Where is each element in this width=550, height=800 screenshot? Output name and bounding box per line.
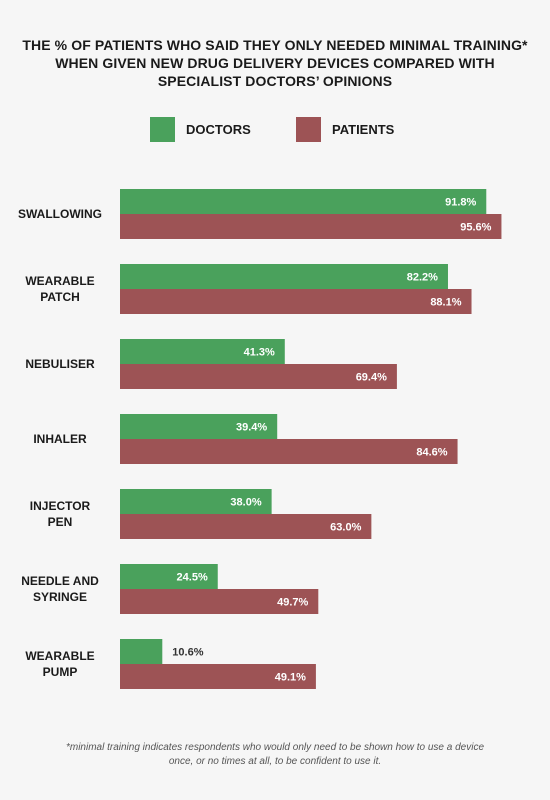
- category-label: INHALER: [33, 432, 87, 446]
- data-label: 95.6%: [460, 222, 491, 234]
- category-label: SWALLOWING: [18, 207, 102, 221]
- category-label: SYRINGE: [33, 590, 87, 604]
- bar-patients: [120, 589, 319, 614]
- data-label: 49.1%: [275, 672, 306, 684]
- bar-doctors: [120, 639, 163, 664]
- category-label: WEARABLE: [25, 274, 94, 288]
- data-label: 38.0%: [230, 497, 261, 509]
- legend-label-patients: PATIENTS: [332, 122, 395, 137]
- data-label: 41.3%: [244, 347, 275, 359]
- data-label: 39.4%: [236, 422, 267, 434]
- data-label: 49.7%: [277, 597, 308, 609]
- bar-doctors: [120, 414, 278, 439]
- data-label: 88.1%: [430, 297, 461, 309]
- bar-doctors: [120, 564, 218, 589]
- category-label: NEBULISER: [25, 357, 95, 371]
- category-label: PEN: [48, 515, 73, 529]
- bar-doctors: [120, 264, 448, 289]
- data-label: 69.4%: [356, 372, 387, 384]
- bar-doctors: [120, 339, 285, 364]
- category-label: PUMP: [43, 665, 78, 679]
- data-label: 82.2%: [407, 272, 438, 284]
- category-label: WEARABLE: [25, 649, 94, 663]
- bar-patients: [120, 364, 397, 389]
- legend: DOCTORS PATIENTS: [0, 117, 550, 143]
- chart-title: THE % OF PATIENTS WHO SAID THEY ONLY NEE…: [22, 37, 528, 89]
- data-label: 91.8%: [445, 197, 476, 209]
- bar-patients: [120, 664, 316, 689]
- bar-patients: [120, 439, 458, 464]
- category-label: INJECTOR: [30, 499, 91, 513]
- data-label: 84.6%: [416, 447, 447, 459]
- bar-patients: [120, 214, 502, 239]
- bar-patients: [120, 514, 372, 539]
- data-label: 63.0%: [330, 522, 361, 534]
- data-label: 10.6%: [172, 647, 203, 659]
- category-label: NEEDLE AND: [21, 574, 99, 588]
- footnote: *minimal training indicates respondents …: [65, 742, 485, 767]
- bar-patients: [120, 289, 472, 314]
- bar-doctors: [120, 489, 272, 514]
- legend-swatch-doctors: [150, 117, 175, 142]
- bar-doctors: [120, 189, 487, 214]
- legend-swatch-patients: [296, 117, 321, 142]
- category-label: PATCH: [40, 290, 80, 304]
- data-label: 24.5%: [177, 572, 208, 584]
- legend-label-doctors: DOCTORS: [186, 122, 251, 137]
